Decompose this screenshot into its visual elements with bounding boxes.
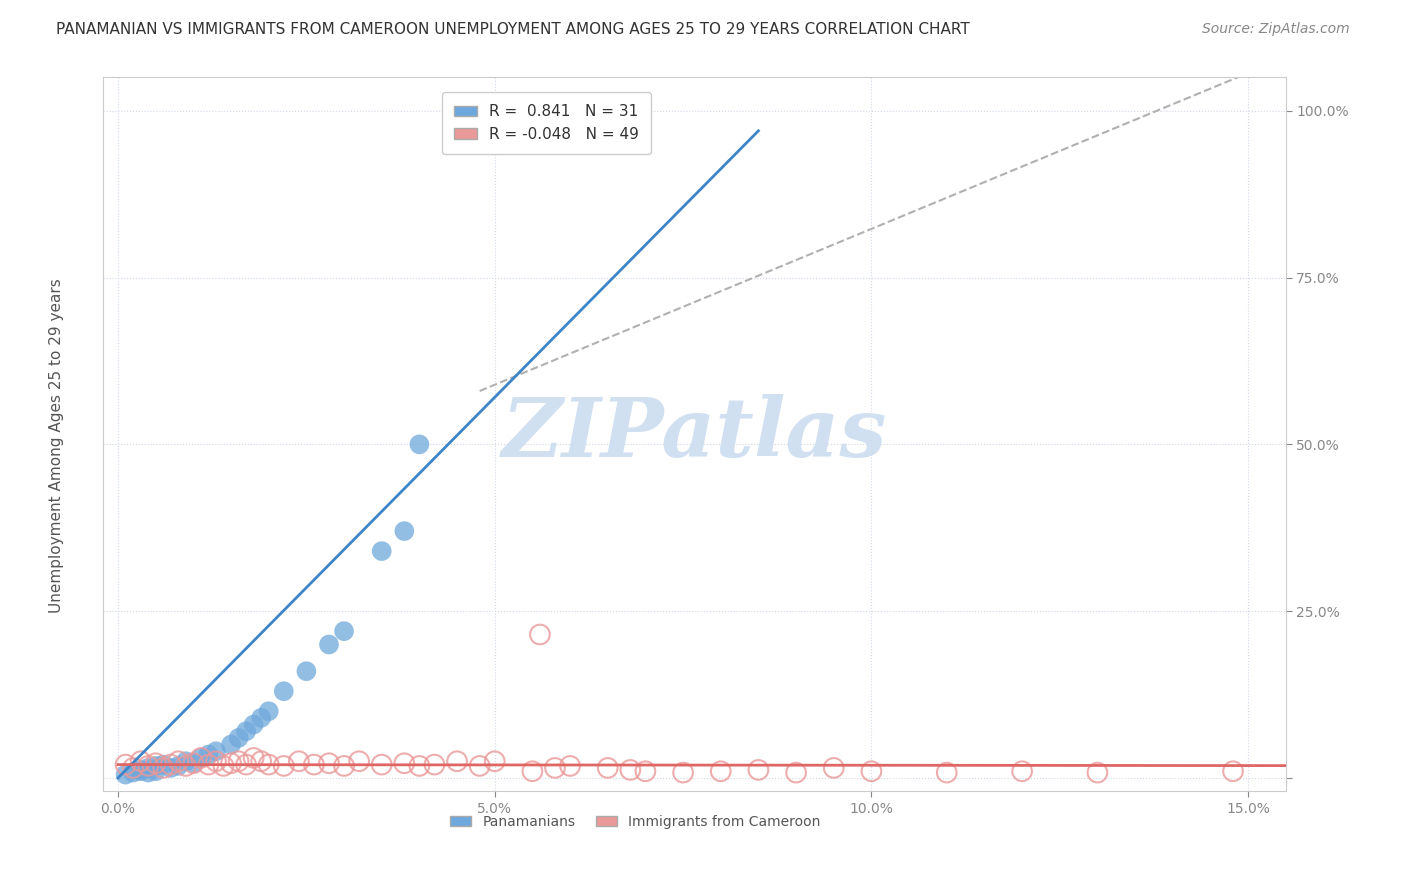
- Point: [212, 759, 235, 773]
- Point: [197, 757, 219, 772]
- Point: [589, 103, 612, 118]
- Point: [394, 524, 416, 538]
- Point: [522, 764, 544, 779]
- Point: [129, 754, 152, 768]
- Point: [242, 717, 264, 731]
- Point: [228, 731, 250, 745]
- Point: [823, 761, 845, 775]
- Point: [250, 711, 273, 725]
- Point: [145, 756, 167, 771]
- Point: [136, 765, 159, 780]
- Point: [1222, 764, 1244, 779]
- Text: Source: ZipAtlas.com: Source: ZipAtlas.com: [1202, 22, 1350, 37]
- Point: [318, 756, 340, 771]
- Point: [159, 757, 181, 772]
- Point: [1011, 764, 1033, 779]
- Point: [423, 757, 446, 772]
- Point: [228, 754, 250, 768]
- Point: [747, 763, 769, 777]
- Point: [136, 759, 159, 773]
- Point: [219, 738, 242, 752]
- Point: [295, 664, 318, 678]
- Point: [197, 747, 219, 762]
- Point: [129, 764, 152, 779]
- Point: [190, 751, 212, 765]
- Point: [785, 765, 807, 780]
- Point: [122, 765, 145, 780]
- Point: [122, 761, 145, 775]
- Point: [370, 544, 392, 558]
- Point: [205, 744, 228, 758]
- Point: [529, 627, 551, 641]
- Point: [114, 757, 136, 772]
- Point: [190, 751, 212, 765]
- Text: PANAMANIAN VS IMMIGRANTS FROM CAMEROON UNEMPLOYMENT AMONG AGES 25 TO 29 YEARS CO: PANAMANIAN VS IMMIGRANTS FROM CAMEROON U…: [56, 22, 970, 37]
- Point: [1087, 765, 1109, 780]
- Point: [935, 765, 957, 780]
- Point: [710, 764, 733, 779]
- Text: Unemployment Among Ages 25 to 29 years: Unemployment Among Ages 25 to 29 years: [49, 278, 63, 614]
- Point: [619, 763, 641, 777]
- Point: [370, 757, 392, 772]
- Point: [318, 638, 340, 652]
- Point: [273, 684, 295, 698]
- Point: [484, 754, 506, 768]
- Point: [860, 764, 883, 779]
- Point: [219, 756, 242, 771]
- Point: [129, 763, 152, 777]
- Point: [468, 759, 491, 773]
- Point: [205, 754, 228, 768]
- Text: ZIPatlas: ZIPatlas: [502, 394, 887, 475]
- Point: [167, 754, 190, 768]
- Point: [183, 756, 205, 771]
- Point: [145, 759, 167, 773]
- Point: [114, 767, 136, 781]
- Point: [302, 757, 325, 772]
- Point: [235, 757, 257, 772]
- Point: [183, 756, 205, 771]
- Point: [347, 754, 370, 768]
- Point: [152, 761, 174, 775]
- Point: [257, 704, 280, 718]
- Legend: Panamanians, Immigrants from Cameroon: Panamanians, Immigrants from Cameroon: [444, 809, 825, 834]
- Point: [544, 761, 567, 775]
- Point: [596, 761, 619, 775]
- Point: [159, 761, 181, 775]
- Point: [672, 765, 695, 780]
- Point: [174, 754, 197, 768]
- Point: [167, 759, 190, 773]
- Point: [394, 756, 416, 771]
- Point: [257, 757, 280, 772]
- Point: [333, 624, 356, 639]
- Point: [235, 724, 257, 739]
- Point: [634, 764, 657, 779]
- Point: [408, 759, 430, 773]
- Point: [174, 759, 197, 773]
- Point: [446, 754, 468, 768]
- Point: [408, 437, 430, 451]
- Point: [333, 759, 356, 773]
- Point: [242, 751, 264, 765]
- Point: [288, 754, 311, 768]
- Point: [612, 103, 634, 118]
- Point: [250, 754, 273, 768]
- Point: [152, 757, 174, 772]
- Point: [145, 764, 167, 779]
- Point: [273, 759, 295, 773]
- Point: [136, 761, 159, 775]
- Point: [558, 759, 581, 773]
